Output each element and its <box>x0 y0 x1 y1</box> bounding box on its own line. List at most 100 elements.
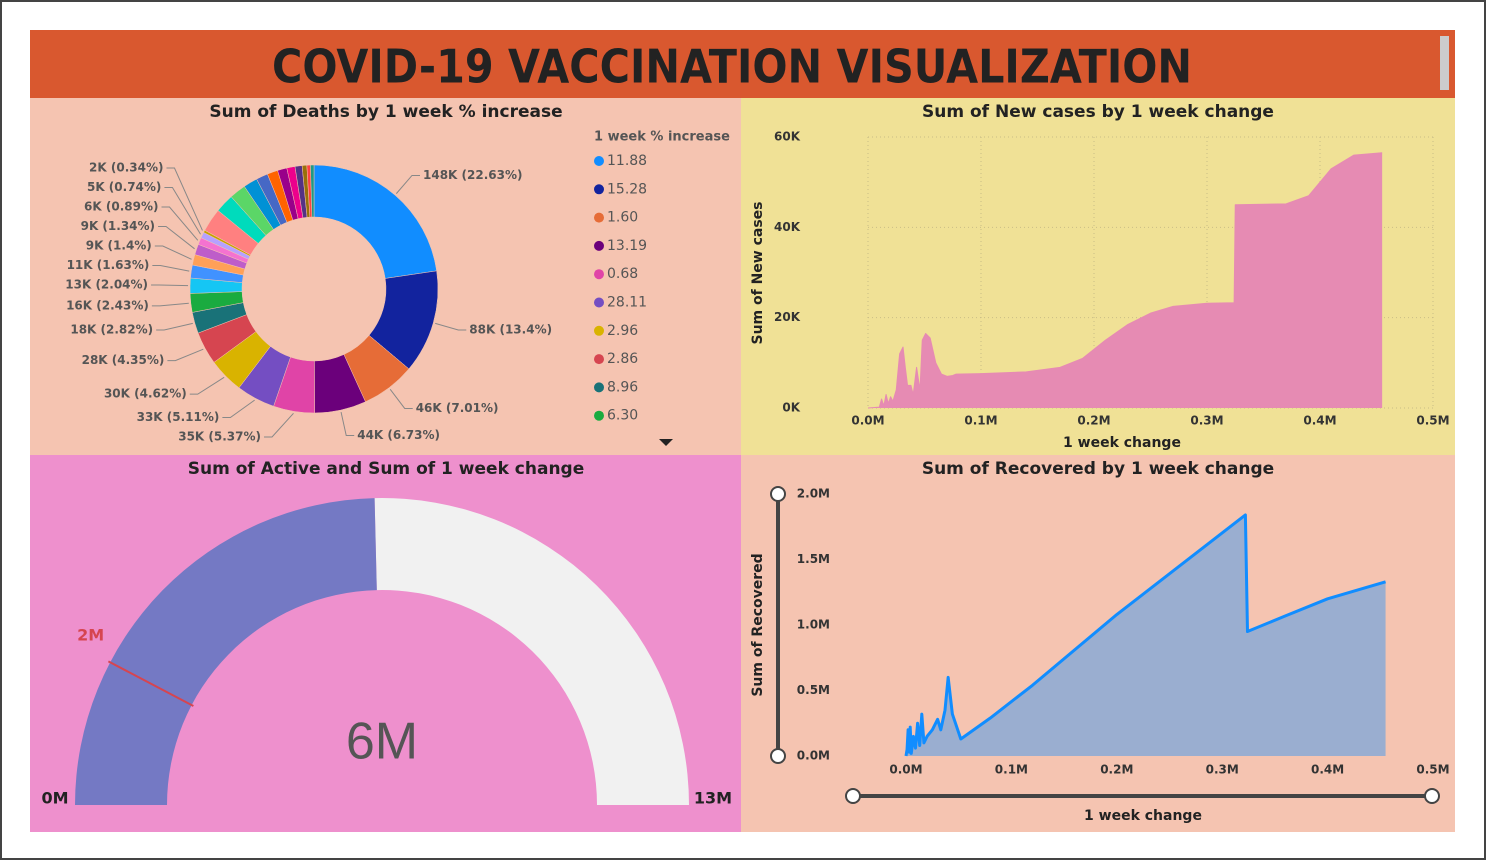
leader-line <box>389 389 413 409</box>
legend-scroll[interactable] <box>659 439 673 446</box>
chart-title: Sum of Recovered by 1 week change <box>922 459 1274 479</box>
data-label: 18K (2.82%) <box>70 322 153 336</box>
data-label: 88K (13.4%) <box>469 322 552 336</box>
x-tick-label: 0.5M <box>1416 414 1449 428</box>
target-line <box>107 660 194 707</box>
area-fill <box>868 152 1383 408</box>
slider-handle[interactable] <box>770 486 786 502</box>
legend-label: 0.68 <box>607 266 638 282</box>
x-tick-label: 0.2M <box>1077 414 1110 428</box>
data-label: 28K (4.35%) <box>82 353 165 367</box>
slider-handle[interactable] <box>845 788 861 804</box>
data-label: 148K (22.63%) <box>423 168 522 182</box>
x-tick-label: 0.5M <box>1416 763 1449 777</box>
y-tick-label: 1.0M <box>797 618 830 632</box>
data-label: 2K (0.34%) <box>89 161 163 175</box>
leader-line <box>161 206 199 241</box>
x-tick-label: 0.0M <box>851 414 884 428</box>
y-axis-label: Sum of New cases <box>750 201 766 344</box>
leader-line <box>151 302 189 307</box>
slice <box>313 164 437 279</box>
legend-marker <box>594 382 604 393</box>
area-line <box>904 513 1386 757</box>
slice <box>310 164 315 218</box>
chart-title: Sum of Active and Sum of 1 week change <box>188 459 585 479</box>
leader-line <box>156 322 193 331</box>
leader-line <box>167 348 204 362</box>
y-tick-label: 0.0M <box>797 749 830 763</box>
legend-marker <box>594 410 604 421</box>
y-tick-label: 2.0M <box>797 487 830 501</box>
x-tick-label: 0.2M <box>1100 763 1133 777</box>
legend-marker <box>594 269 604 280</box>
legend-marker <box>594 354 604 365</box>
chart-title: Sum of New cases by 1 week change <box>922 102 1274 122</box>
legend-marker <box>594 212 604 223</box>
gauge-track <box>374 497 689 805</box>
y-tick-label: 60K <box>774 130 801 144</box>
y-tick-label: 20K <box>774 310 801 324</box>
legend-marker <box>594 297 604 308</box>
legend-marker <box>594 156 604 166</box>
legend-label: 2.86 <box>607 351 638 367</box>
data-label: 33K (5.11%) <box>137 410 220 424</box>
legend-label: 8.96 <box>607 379 638 395</box>
x-axis-label: 1 week change <box>1084 808 1202 824</box>
y-tick-label: 40K <box>774 220 801 234</box>
x-axis-label: 1 week change <box>1063 435 1181 451</box>
leader-line <box>264 412 294 438</box>
area-fill <box>906 514 1386 756</box>
leader-line <box>164 187 201 235</box>
slider-handle[interactable] <box>1424 788 1440 804</box>
data-label: 9K (1.4%) <box>86 239 152 253</box>
y-tick-label: 1.5M <box>797 552 830 566</box>
y-tick-label: 0K <box>782 401 800 415</box>
y-tick-label: 0.5M <box>797 683 830 697</box>
x-tick-label: 0.3M <box>1190 414 1223 428</box>
y-axis-label: Sum of Recovered <box>750 553 766 696</box>
leader-line <box>154 245 192 260</box>
legend-marker <box>594 325 604 336</box>
leader-line <box>435 322 467 331</box>
leader-line <box>151 284 189 287</box>
target-label: 2M <box>77 626 104 645</box>
data-label: 6K (0.89%) <box>84 200 158 214</box>
legend-label: 28.11 <box>607 295 647 311</box>
slider-handle[interactable] <box>770 748 786 764</box>
gauge-fill <box>75 498 377 805</box>
leader-line <box>340 411 355 436</box>
x-tick-label: 0.3M <box>1206 763 1239 777</box>
title-banner <box>30 30 1455 98</box>
legend-title: 1 week % increase <box>594 130 730 145</box>
leader-line <box>395 174 421 194</box>
x-tick-label: 0.4M <box>1311 763 1344 777</box>
data-label: 9K (1.34%) <box>81 219 155 233</box>
data-label: 11K (1.63%) <box>67 258 150 272</box>
chart-title: Sum of Deaths by 1 week % increase <box>209 102 562 122</box>
x-tick-label: 0.1M <box>964 414 997 428</box>
legend-marker <box>594 240 604 251</box>
data-label: 13K (2.04%) <box>65 278 148 292</box>
scrollbar[interactable] <box>1440 36 1449 90</box>
data-label: 44K (6.73%) <box>357 428 440 442</box>
gauge-value: 6M <box>346 713 418 771</box>
leader-line <box>158 226 195 250</box>
legend-label: 11.88 <box>607 153 647 169</box>
gauge-min: 0M <box>41 789 68 808</box>
leader-line <box>152 265 190 272</box>
legend-label: 2.96 <box>607 323 638 339</box>
legend-marker <box>594 184 604 195</box>
legend-label: 1.60 <box>607 210 638 226</box>
data-label: 16K (2.43%) <box>66 298 149 312</box>
x-tick-label: 0.0M <box>889 763 922 777</box>
data-label: 30K (4.62%) <box>104 387 187 401</box>
data-label: 35K (5.37%) <box>178 429 261 443</box>
legend-label: 13.19 <box>607 238 647 254</box>
dashboard-title: COVID-19 VACCINATION VISUALIZATION <box>272 40 1192 94</box>
x-tick-label: 0.1M <box>995 763 1028 777</box>
area-line <box>867 152 1383 409</box>
leader-line <box>222 399 255 418</box>
data-label: 46K (7.01%) <box>416 401 499 415</box>
x-tick-label: 0.4M <box>1303 414 1336 428</box>
